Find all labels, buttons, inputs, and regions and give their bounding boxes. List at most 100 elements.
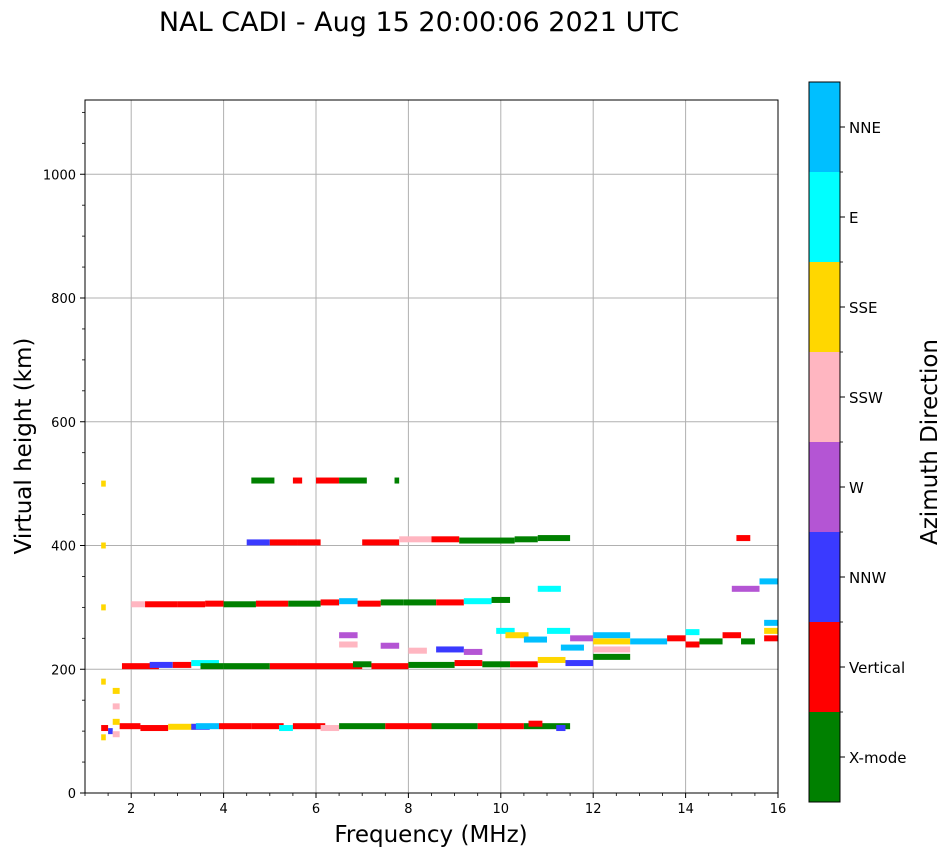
trace-segment xyxy=(463,598,492,605)
trace-segment xyxy=(667,635,686,642)
colorbar-segment xyxy=(809,622,840,712)
colorbar-segment xyxy=(809,82,840,172)
trace-segment xyxy=(362,539,400,546)
trace-segment xyxy=(316,663,363,670)
trace-segment xyxy=(101,734,106,741)
trace-segment xyxy=(496,627,515,634)
colorbar-tick-label: SSE xyxy=(849,299,878,317)
trace-segment xyxy=(292,477,303,484)
trace-segment xyxy=(593,646,631,653)
y-axis: 0 200 400 600 800 1000 xyxy=(43,111,85,802)
trace-segment xyxy=(320,725,340,732)
trace-segment xyxy=(380,642,400,649)
trace-segment xyxy=(140,725,169,732)
trace-segment xyxy=(101,678,106,685)
trace-segment xyxy=(172,661,192,668)
colorbar-tick-label: SSW xyxy=(849,389,883,407)
trace-segment xyxy=(223,601,256,608)
y-tick-label: 1000 xyxy=(43,168,76,183)
trace-segment xyxy=(394,477,400,484)
trace-segment xyxy=(145,601,178,608)
trace-segment xyxy=(593,653,631,660)
trace-segment xyxy=(699,638,723,645)
x-tick-label: 10 xyxy=(493,802,510,817)
trace-segment xyxy=(523,723,571,730)
trace-segment xyxy=(121,663,159,670)
series-group xyxy=(101,720,571,738)
trace-segment xyxy=(593,632,631,639)
trace-segment xyxy=(112,731,120,738)
trace-segment xyxy=(101,480,106,487)
trace-segment xyxy=(436,599,464,606)
trace-segment xyxy=(316,477,340,484)
trace-segment xyxy=(119,723,141,730)
trace-segment xyxy=(101,604,106,611)
colorbar-tick-label: W xyxy=(849,479,864,497)
trace-segment xyxy=(722,632,742,639)
trace-segment xyxy=(112,703,120,710)
colorbar-segment xyxy=(809,532,840,622)
trace-segment xyxy=(339,723,386,730)
chart-title: NAL CADI - Aug 15 20:00:06 2021 UTC xyxy=(159,7,679,38)
trace-segment xyxy=(352,661,372,668)
x-axis: 2 4 6 8 10 12 14 16 xyxy=(84,793,787,817)
trace-segment xyxy=(149,661,173,668)
x-tick-label: 6 xyxy=(312,802,320,817)
colorbar-segment xyxy=(809,442,840,532)
trace-segment xyxy=(191,660,219,667)
colorbar-tick-label: NNE xyxy=(849,119,881,137)
colorbar-segment xyxy=(809,712,840,802)
trace-segment xyxy=(200,663,224,670)
trace-segment xyxy=(537,535,571,542)
trace-segment xyxy=(528,720,543,727)
trace-segment xyxy=(297,539,321,546)
trace-segment xyxy=(570,635,594,642)
trace-segment xyxy=(339,632,358,639)
trace-segment xyxy=(537,585,561,592)
colorbar: X-mode Vertical NNW W SSW SSE E NNE xyxy=(808,81,906,803)
trace-segment xyxy=(408,661,455,668)
x-tick-label: 4 xyxy=(219,802,227,817)
x-tick-label: 14 xyxy=(677,802,694,817)
plot-area: 2 4 6 8 10 12 14 16 0 200 400 600 800 1000 xyxy=(43,99,787,817)
trace-segment xyxy=(463,648,483,655)
trace-segment xyxy=(357,600,381,607)
trace-segment xyxy=(764,619,778,626)
y-tick-label: 0 xyxy=(68,787,76,802)
trace-segment xyxy=(399,536,432,543)
trace-segment xyxy=(630,638,668,645)
trace-segment xyxy=(339,641,358,648)
trace-segment xyxy=(385,723,432,730)
trace-segment xyxy=(195,723,219,730)
x-tick-label: 16 xyxy=(770,802,787,817)
colorbar-segment xyxy=(809,262,840,352)
trace-segment xyxy=(764,627,778,634)
trace-segment xyxy=(454,660,483,667)
trace-segment xyxy=(741,638,755,645)
trace-segment xyxy=(218,723,252,730)
x-axis-label: Frequency (MHz) xyxy=(334,822,527,848)
trace-segment xyxy=(523,636,547,643)
trace-segment xyxy=(279,725,293,732)
trace-segment xyxy=(764,635,778,642)
x-tick-label: 12 xyxy=(585,802,602,817)
colorbar-label: Azimuth Direction xyxy=(917,339,943,545)
series-group xyxy=(251,477,400,484)
y-tick-label: 400 xyxy=(51,540,76,555)
trace-segment xyxy=(593,638,631,645)
trace-segment xyxy=(685,629,700,636)
trace-segment xyxy=(510,661,538,668)
trace-segment xyxy=(108,728,113,735)
trace-segment xyxy=(477,723,524,730)
trace-segment xyxy=(560,644,584,651)
trace-segment xyxy=(759,578,778,585)
trace-segment xyxy=(436,646,464,653)
series-group xyxy=(121,656,594,670)
trace-segment xyxy=(565,660,594,667)
y-tick-label: 800 xyxy=(51,292,76,307)
trace-segment xyxy=(255,600,289,607)
trace-segment xyxy=(269,539,298,546)
trace-segment xyxy=(177,601,206,608)
trace-segment xyxy=(288,600,321,607)
